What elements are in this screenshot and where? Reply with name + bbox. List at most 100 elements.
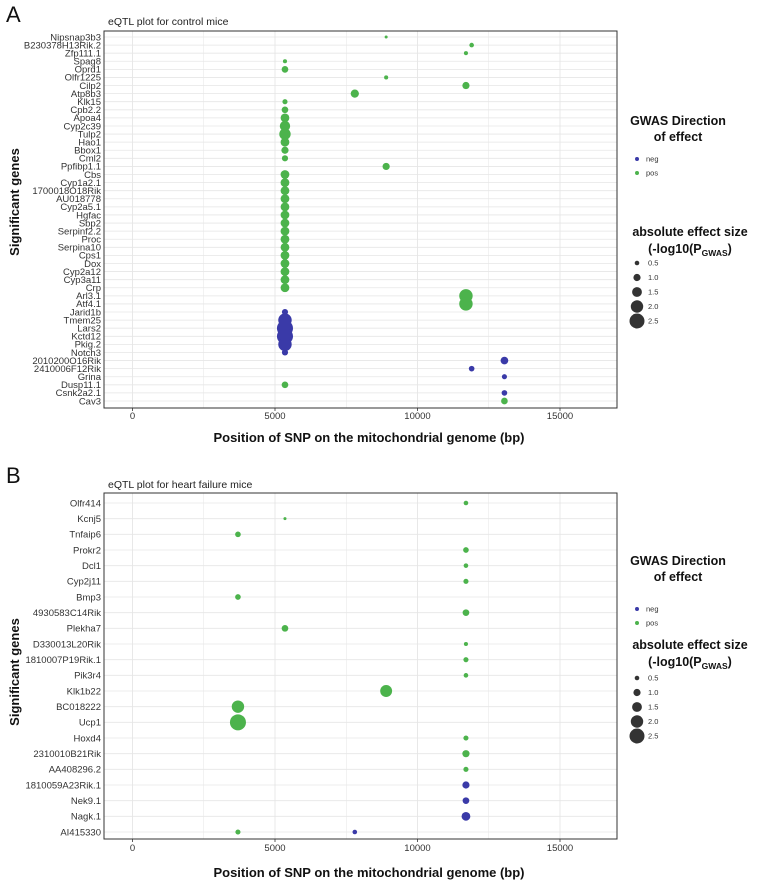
y-tick-label: Nek9.1 bbox=[71, 796, 101, 807]
x-tick-label: 10000 bbox=[404, 411, 430, 422]
y-tick-label: Crp bbox=[86, 283, 101, 294]
y-tick-label: Zfp111.1 bbox=[65, 48, 101, 59]
legend-pos-label: pos bbox=[646, 169, 658, 178]
data-point-pos bbox=[280, 283, 290, 293]
y-tick-label: Ppfibp1.1 bbox=[61, 162, 101, 173]
legend-neg-label: neg bbox=[646, 605, 659, 614]
legend-neg-label: neg bbox=[646, 155, 659, 164]
data-point-pos bbox=[279, 128, 291, 140]
y-tick-label: Notch3 bbox=[71, 348, 101, 359]
data-point-pos bbox=[463, 673, 469, 678]
legend-size-swatch bbox=[634, 260, 640, 266]
data-point-pos bbox=[463, 641, 468, 647]
y-tick-label: 1810007P19Rik.1 bbox=[25, 655, 101, 666]
y-tick-label: Cyp2a12 bbox=[63, 267, 101, 278]
y-tick-label: D330013L20Rik bbox=[33, 639, 101, 650]
data-point-pos bbox=[462, 750, 470, 758]
data-point-pos bbox=[463, 547, 469, 553]
y-tick-label: Tmem25 bbox=[64, 315, 101, 326]
data-point-neg bbox=[500, 356, 509, 365]
y-tick-label: Cyp1a2.1 bbox=[60, 178, 101, 189]
data-point-pos bbox=[281, 381, 289, 389]
x-tick-label: 0 bbox=[130, 411, 135, 422]
data-point-pos bbox=[382, 162, 390, 171]
data-point-pos bbox=[463, 766, 469, 772]
data-point-pos bbox=[380, 685, 393, 697]
data-point-pos bbox=[462, 609, 470, 617]
y-tick-label: 2010200O16Rik bbox=[32, 356, 101, 367]
legend-size-label: 1.0 bbox=[648, 688, 658, 697]
data-point-pos bbox=[469, 42, 474, 48]
y-tick-label: Klk1b22 bbox=[67, 686, 101, 697]
data-point-pos bbox=[280, 113, 290, 123]
data-point-pos bbox=[235, 594, 241, 600]
panel-b-y-axis-title: Significant genes bbox=[7, 618, 22, 726]
legend-size-swatch bbox=[630, 300, 644, 313]
y-tick-label: AI415330 bbox=[60, 827, 101, 838]
data-point-pos bbox=[280, 242, 290, 252]
y-tick-label: Prokr2 bbox=[73, 545, 101, 556]
legend-b-size-title-post: ) bbox=[728, 655, 732, 669]
y-tick-label: Cml2 bbox=[79, 154, 101, 165]
y-tick-label: Klk15 bbox=[77, 97, 101, 108]
legend-pos-swatch bbox=[635, 171, 639, 175]
y-tick-label: Arl3.1 bbox=[76, 291, 101, 302]
data-point-pos bbox=[459, 297, 473, 311]
data-point-pos bbox=[281, 146, 289, 154]
legend-size-label: 2.0 bbox=[648, 302, 658, 311]
y-tick-label: Atp8b3 bbox=[71, 89, 101, 100]
legend-pos-label: pos bbox=[646, 619, 658, 628]
y-tick-label: Bbox1 bbox=[74, 146, 101, 157]
data-point-neg bbox=[278, 337, 292, 352]
y-tick-label: Plekha7 bbox=[67, 624, 101, 635]
data-point-pos bbox=[280, 210, 290, 220]
data-point-pos bbox=[280, 218, 290, 228]
legend-neg-swatch bbox=[635, 607, 639, 611]
y-tick-label: Hao1 bbox=[78, 137, 101, 148]
legend-neg-swatch bbox=[635, 157, 639, 161]
data-point-neg bbox=[462, 781, 470, 789]
panel-a-y-axis-title: Significant genes bbox=[7, 148, 22, 256]
y-tick-label: Cilp2 bbox=[79, 81, 101, 92]
y-tick-label: Hoxd4 bbox=[74, 733, 101, 744]
data-point-pos bbox=[280, 275, 290, 285]
data-point-pos bbox=[280, 202, 290, 212]
legend-size-label: 2.5 bbox=[648, 317, 658, 326]
data-point-pos bbox=[463, 500, 469, 506]
legend-pos-swatch bbox=[635, 621, 639, 625]
data-point-pos bbox=[280, 267, 290, 276]
legend-size-swatch bbox=[629, 313, 645, 329]
y-tick-label: Jarid1b bbox=[70, 307, 101, 318]
y-tick-label: Pik3r4 bbox=[74, 671, 101, 682]
data-point-pos bbox=[231, 700, 245, 713]
legend-b-size-title-pre: (-log10(P bbox=[648, 655, 701, 669]
y-tick-label: Kctd12 bbox=[71, 332, 101, 343]
data-point-pos bbox=[384, 75, 389, 80]
y-tick-label: B230378H13Rik.2 bbox=[24, 40, 101, 51]
legend-a-size-title-sub: GWAS bbox=[702, 248, 728, 258]
y-tick-label: Dox bbox=[84, 259, 101, 270]
data-point-pos bbox=[350, 89, 359, 98]
y-tick-label: Sbp2 bbox=[79, 218, 101, 229]
legend-b-direction-title-1: GWAS Direction bbox=[630, 554, 726, 568]
legend-size-label: 1.5 bbox=[648, 703, 658, 712]
legend-a-size-title-post: ) bbox=[728, 242, 732, 256]
y-tick-label: Dcl1 bbox=[82, 561, 101, 572]
y-tick-label: Serpina10 bbox=[58, 243, 101, 254]
data-point-pos bbox=[280, 137, 290, 147]
y-tick-label: Nipsnap3b3 bbox=[50, 32, 101, 43]
y-tick-label: 2410006F12Rik bbox=[34, 364, 101, 375]
y-tick-label: AA408296.2 bbox=[49, 765, 101, 776]
data-point-neg bbox=[501, 374, 507, 380]
panel-letter-b: B bbox=[6, 463, 21, 488]
y-tick-label: Nagk.1 bbox=[71, 812, 101, 823]
panel-b-x-axis-title: Position of SNP on the mitochondrial gen… bbox=[213, 865, 524, 880]
legend-size-swatch bbox=[630, 715, 644, 728]
data-point-pos bbox=[282, 99, 288, 105]
y-tick-label: Hgfac bbox=[76, 210, 101, 221]
y-tick-label: Pkig.2 bbox=[75, 340, 101, 351]
panel-b-title: eQTL plot for heart failure mice bbox=[108, 479, 252, 491]
legend-b-size-title-2: (-log10(PGWAS) bbox=[648, 655, 732, 671]
data-point-pos bbox=[282, 59, 288, 64]
